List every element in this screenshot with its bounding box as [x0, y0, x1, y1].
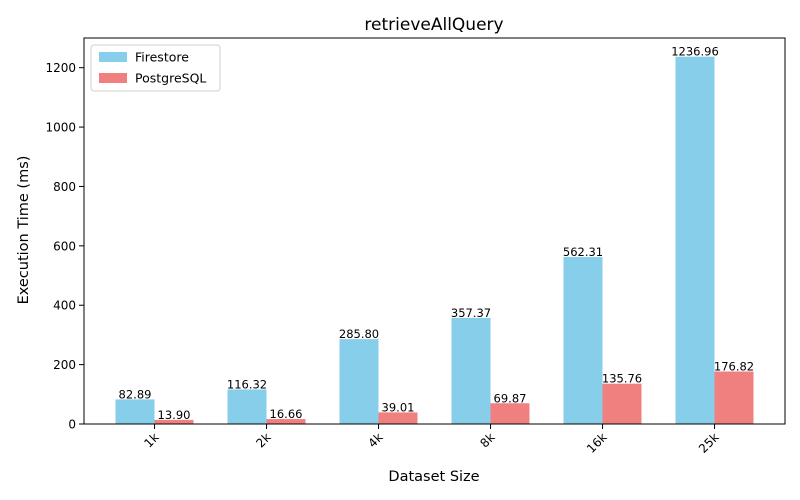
bar-firestore-4k [339, 339, 379, 424]
bar-firestore-8k [451, 317, 491, 424]
data-label-firestore-2k: 116.32 [227, 377, 267, 391]
x-tick-label-1k: 1k [141, 430, 161, 450]
data-label-postgresql-2k: 16.66 [270, 407, 303, 421]
y-tick-label-0: 0 [68, 418, 76, 432]
plot-frame [83, 37, 786, 425]
data-label-postgresql-4k: 39.01 [382, 400, 415, 414]
data-label-firestore-8k: 357.37 [451, 306, 491, 320]
y-tick-label-600: 600 [53, 239, 76, 253]
data-label-firestore-25k: 1236.96 [671, 45, 719, 59]
bar-postgresql-2k [266, 419, 306, 424]
x-tick-label-8k: 8k [477, 430, 497, 450]
bar-postgresql-4k [378, 412, 418, 424]
y-tick-label-200: 200 [53, 358, 76, 372]
legend-swatch-firestore [99, 52, 127, 62]
legend-label-firestore: Firestore [135, 50, 189, 65]
legend-label-postgresql: PostgreSQL [135, 71, 206, 86]
axes-group: 0 200 400 600 800 1000 1200 1k 2k 4k 8k 16k 25k [45, 37, 786, 456]
data-label-postgresql-25k: 176.82 [714, 359, 754, 373]
bars-group [115, 56, 754, 425]
bar-firestore-2k [227, 389, 267, 424]
bar-postgresql-16k [602, 383, 642, 424]
data-label-postgresql-1k: 13.90 [158, 408, 191, 422]
data-label-firestore-4k: 285.80 [339, 327, 379, 341]
chart-title: retrieveAllQuery [364, 15, 503, 35]
legend: Firestore PostgreSQL [90, 44, 221, 92]
x-tick-label-2k: 2k [253, 430, 273, 450]
x-tick-label-16k: 16k [584, 430, 610, 456]
bar-postgresql-8k [490, 403, 530, 424]
x-tick-label-4k: 4k [365, 430, 385, 450]
bar-firestore-16k [563, 257, 603, 424]
data-labels-group: 82.89 116.32 285.80 357.37 562.31 1236.96 13.9… [119, 45, 755, 422]
data-label-firestore-16k: 562.31 [563, 245, 603, 259]
data-label-firestore-1k: 82.89 [119, 387, 152, 401]
bar-postgresql-1k [154, 419, 194, 424]
bar-firestore-25k [675, 56, 715, 425]
y-tick-label-1000: 1000 [45, 121, 76, 135]
bar-firestore-1k [115, 399, 155, 424]
bar-postgresql-25k [714, 371, 754, 424]
y-tick-label-400: 400 [53, 299, 76, 313]
x-axis-label: Dataset Size [388, 469, 479, 485]
y-axis-label: Execution Time (ms) [16, 156, 32, 305]
y-tick-label-800: 800 [53, 180, 76, 194]
y-tick-label-1200: 1200 [45, 61, 76, 75]
x-tick-label-25k: 25k [696, 430, 722, 456]
data-label-postgresql-16k: 135.76 [602, 372, 642, 386]
data-label-postgresql-8k: 69.87 [494, 391, 527, 405]
legend-swatch-postgresql [99, 73, 127, 83]
